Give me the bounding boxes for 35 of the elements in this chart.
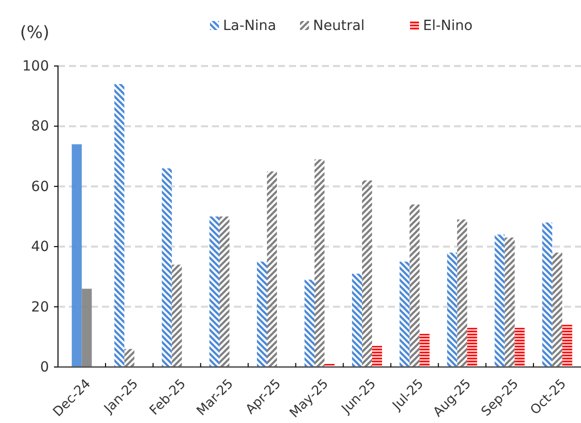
y-axis-title: (%) <box>20 23 50 43</box>
bar <box>124 348 134 367</box>
bar <box>172 264 182 367</box>
bar <box>362 180 372 367</box>
y-tick-label: 80 <box>31 118 49 135</box>
y-tick-label: 0 <box>40 359 49 376</box>
bar <box>266 171 277 367</box>
bar <box>219 216 230 367</box>
bar <box>467 328 478 367</box>
bar <box>209 216 220 367</box>
bar <box>514 328 525 367</box>
legend-label: El-Nino <box>423 18 473 34</box>
bar <box>352 274 362 367</box>
bar <box>447 252 458 367</box>
bar <box>552 252 562 367</box>
bar <box>420 334 430 367</box>
legend-label: La-Nina <box>223 18 276 34</box>
y-tick-label: 60 <box>31 178 49 195</box>
bar <box>114 84 124 367</box>
y-tick-label: 40 <box>31 239 49 256</box>
bar <box>314 159 324 367</box>
legend-label: Neutral <box>313 18 365 34</box>
bar <box>162 168 172 367</box>
bar <box>400 262 410 367</box>
bar <box>562 324 572 367</box>
y-tick-label: 20 <box>31 299 49 316</box>
bar <box>504 238 515 367</box>
bar <box>457 220 468 367</box>
bar <box>410 204 420 367</box>
y-tick-label: 100 <box>22 58 49 74</box>
bar <box>494 234 505 367</box>
bar <box>304 280 314 367</box>
bar <box>542 222 552 367</box>
bar <box>372 346 382 367</box>
bar <box>256 262 267 367</box>
